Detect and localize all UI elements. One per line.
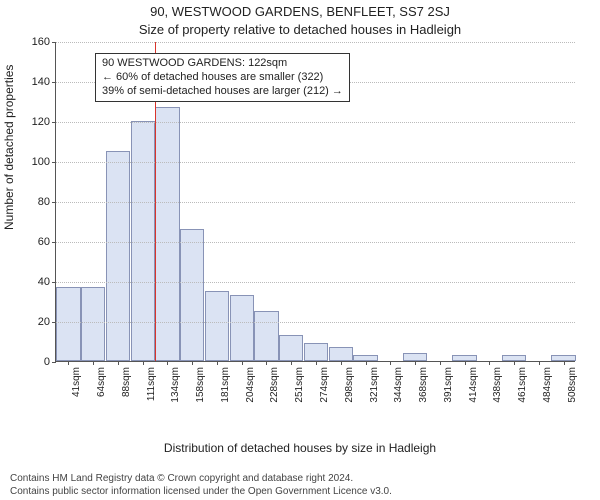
- gridline: [56, 242, 575, 243]
- xtick-mark: [341, 361, 342, 365]
- histogram-bar: [131, 121, 155, 361]
- histogram-bar: [205, 291, 229, 361]
- histogram-bar: [329, 347, 353, 361]
- gridline: [56, 202, 575, 203]
- xtick-mark: [390, 361, 391, 365]
- ytick-mark: [52, 162, 56, 163]
- xtick-mark: [465, 361, 466, 365]
- x-axis-label: Distribution of detached houses by size …: [0, 441, 600, 455]
- xtick-label: 64sqm: [96, 367, 107, 397]
- histogram-plot: 02040608010012014016041sqm64sqm88sqm111s…: [55, 42, 575, 362]
- xtick-mark: [564, 361, 565, 365]
- ytick-mark: [52, 122, 56, 123]
- xtick-label: 228sqm: [269, 367, 280, 403]
- ytick-label: 60: [38, 236, 50, 248]
- footer-line-2: Contains public sector information licen…: [10, 485, 600, 498]
- histogram-bar: [106, 151, 130, 361]
- xtick-mark: [366, 361, 367, 365]
- xtick-label: 438sqm: [492, 367, 503, 403]
- ytick-mark: [52, 42, 56, 43]
- xtick-label: 321sqm: [369, 367, 380, 403]
- xtick-mark: [415, 361, 416, 365]
- gridline: [56, 122, 575, 123]
- footer-attribution: Contains HM Land Registry data © Crown c…: [0, 472, 600, 498]
- xtick-mark: [68, 361, 69, 365]
- ytick-mark: [52, 202, 56, 203]
- annotation-line: 39% of semi-detached houses are larger (…: [102, 85, 343, 99]
- xtick-label: 508sqm: [567, 367, 578, 403]
- xtick-mark: [192, 361, 193, 365]
- xtick-label: 414sqm: [468, 367, 479, 403]
- xtick-mark: [514, 361, 515, 365]
- xtick-label: 274sqm: [319, 367, 330, 403]
- ytick-mark: [52, 82, 56, 83]
- xtick-label: 368sqm: [418, 367, 429, 403]
- annotation-line: ← 60% of detached houses are smaller (32…: [102, 71, 343, 85]
- xtick-label: 181sqm: [220, 367, 231, 403]
- gridline: [56, 282, 575, 283]
- ytick-mark: [52, 362, 56, 363]
- xtick-mark: [167, 361, 168, 365]
- histogram-bar: [81, 287, 105, 361]
- xtick-label: 461sqm: [517, 367, 528, 403]
- gridline: [56, 322, 575, 323]
- histogram-bar: [180, 229, 204, 361]
- ytick-label: 160: [32, 36, 50, 48]
- xtick-label: 134sqm: [170, 367, 181, 403]
- xtick-label: 484sqm: [542, 367, 553, 403]
- xtick-mark: [217, 361, 218, 365]
- annotation-box: 90 WESTWOOD GARDENS: 122sqm← 60% of deta…: [95, 53, 350, 102]
- ytick-mark: [52, 242, 56, 243]
- histogram-bar: [230, 295, 254, 361]
- xtick-label: 158sqm: [195, 367, 206, 403]
- xtick-mark: [118, 361, 119, 365]
- ytick-label: 80: [38, 196, 50, 208]
- annotation-line: 90 WESTWOOD GARDENS: 122sqm: [102, 57, 343, 71]
- histogram-bar: [254, 311, 278, 361]
- xtick-mark: [440, 361, 441, 365]
- histogram-bar: [304, 343, 328, 361]
- histogram-bar: [403, 353, 427, 361]
- histogram-bar: [56, 287, 80, 361]
- xtick-label: 298sqm: [344, 367, 355, 403]
- ytick-mark: [52, 282, 56, 283]
- xtick-mark: [143, 361, 144, 365]
- gridline: [56, 162, 575, 163]
- xtick-mark: [291, 361, 292, 365]
- xtick-label: 251sqm: [294, 367, 305, 403]
- xtick-mark: [539, 361, 540, 365]
- xtick-label: 344sqm: [393, 367, 404, 403]
- histogram-bar: [279, 335, 303, 361]
- xtick-mark: [316, 361, 317, 365]
- page-subtitle: Size of property relative to detached ho…: [0, 22, 600, 37]
- ytick-label: 40: [38, 276, 50, 288]
- xtick-label: 88sqm: [121, 367, 132, 397]
- ytick-label: 0: [44, 356, 50, 368]
- xtick-mark: [489, 361, 490, 365]
- ytick-label: 140: [32, 76, 50, 88]
- gridline: [56, 42, 575, 43]
- xtick-mark: [93, 361, 94, 365]
- ytick-label: 120: [32, 116, 50, 128]
- footer-line-1: Contains HM Land Registry data © Crown c…: [10, 472, 600, 485]
- ytick-label: 20: [38, 316, 50, 328]
- xtick-label: 391sqm: [443, 367, 454, 403]
- xtick-label: 204sqm: [245, 367, 256, 403]
- ytick-label: 100: [32, 156, 50, 168]
- xtick-label: 41sqm: [71, 367, 82, 397]
- page-title: 90, WESTWOOD GARDENS, BENFLEET, SS7 2SJ: [0, 4, 600, 19]
- ytick-mark: [52, 322, 56, 323]
- xtick-label: 111sqm: [146, 367, 157, 401]
- xtick-mark: [266, 361, 267, 365]
- xtick-mark: [242, 361, 243, 365]
- y-axis-label: Number of detached properties: [2, 65, 16, 230]
